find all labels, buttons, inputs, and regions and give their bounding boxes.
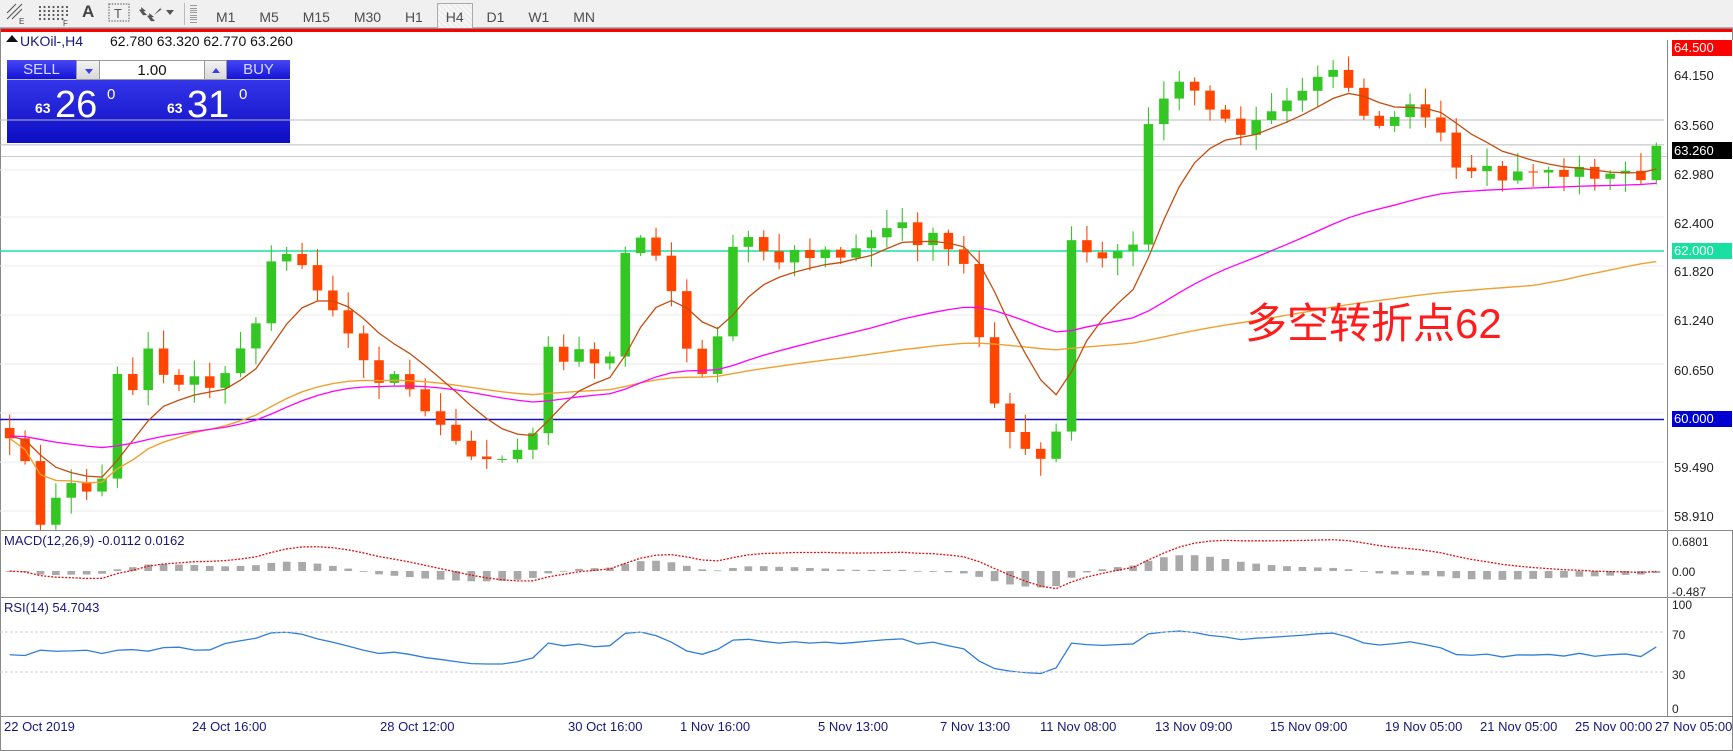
svg-text:E: E bbox=[19, 17, 24, 25]
svg-text:F: F bbox=[63, 19, 68, 27]
svg-text:T: T bbox=[114, 6, 122, 21]
svg-text:多空转折点62: 多空转折点62 bbox=[1245, 300, 1502, 347]
